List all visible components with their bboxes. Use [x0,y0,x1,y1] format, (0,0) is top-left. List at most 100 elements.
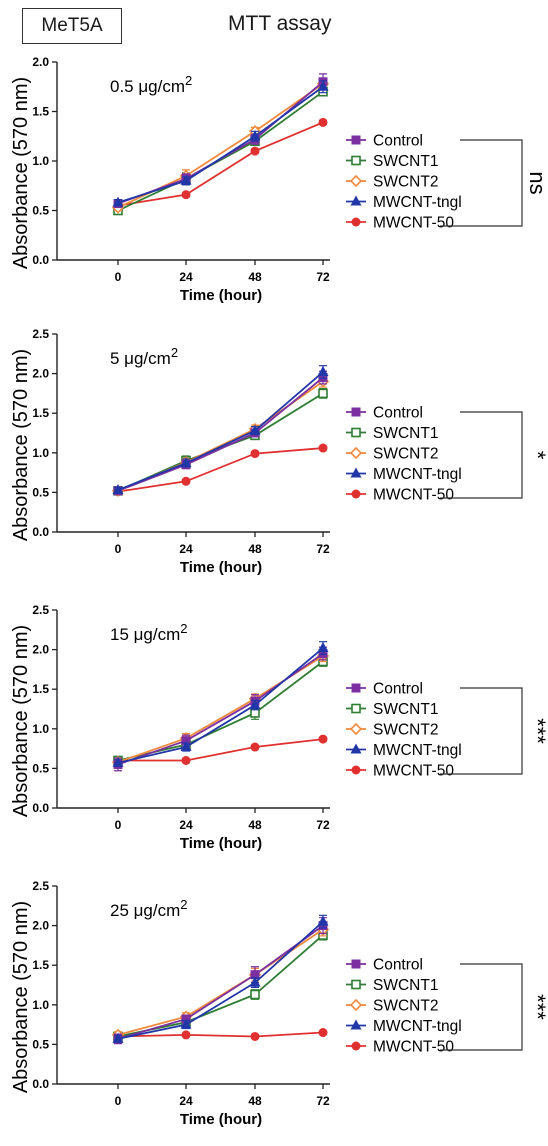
legend-item-control: Control [346,405,423,422]
panel-title: 5 μg/cm2 [110,345,178,368]
data-point [318,388,328,399]
chart-svg: 0.0 0.5 1.0 1.5 2.0 2.5 0 24 48 72 Time (hour) Abso… [10,879,548,1128]
y-tick-label: 1.5 [32,682,49,696]
legend-marker [349,998,363,1012]
series-control [113,370,328,496]
y-tick-label: 2.0 [32,919,49,933]
data-point [250,742,260,752]
data-point [249,424,261,435]
cell-line-label: MeT5A [22,8,122,44]
x-axis-label: Time (hour) [180,835,262,852]
legend-item-swcnt1: SWCNT1 [346,153,438,170]
chart-panel-1: 0.0 0.5 1.0 1.5 2.0 0 24 48 72 Time (hour) Absorba… [0,50,548,318]
legend-item-swcnt2: SWCNT2 [346,722,438,739]
chart-svg: 0.0 0.5 1.0 1.5 2.0 0 24 48 72 Time (hour) Absorba… [10,55,548,304]
legend-marker [351,765,361,775]
legend-marker [349,446,363,460]
series-line [117,647,324,764]
significance-label: ns [525,171,548,194]
y-tick-label: 2.5 [32,327,49,341]
legend-label: MWCNT-tngl [373,1018,462,1035]
y-tick-label: 0.0 [32,525,49,539]
legend-label: SWCNT1 [373,425,438,442]
legend-item-swcnt1: SWCNT1 [346,425,438,442]
data-point [249,130,261,141]
legend-item-swcnt1: SWCNT1 [346,701,438,718]
series-line [117,652,324,766]
y-tick-label: 0.0 [32,1077,49,1091]
legend-marker [351,427,361,438]
data-point [112,756,124,767]
series-mwcnt-tngl [112,914,329,1043]
x-axis-label: Time (hour) [180,1111,262,1128]
data-point [317,366,329,377]
legend-item-mwcnt-tngl: MWCNT-tngl [346,742,462,759]
series-line [117,920,324,1040]
legend-marker [351,489,361,499]
x-tick-label: 48 [248,542,262,556]
data-point [180,741,192,752]
data-point [318,117,328,127]
legend-marker [351,703,361,714]
legend-label: Control [373,405,423,422]
figure-header: MeT5A MTT assay [0,0,548,50]
x-tick-label: 0 [115,270,122,284]
data-point [112,484,124,495]
legend-label: SWCNT2 [373,446,438,463]
series-line [117,121,324,207]
x-tick-label: 72 [316,1094,330,1108]
significance-bracket [440,963,523,1051]
legend-label: MWCNT-50 [373,215,454,232]
data-point [318,1028,328,1038]
data-point [250,970,260,980]
assay-title: MTT assay [228,12,332,35]
series-line [117,924,324,1040]
series-control [113,917,328,1045]
data-point [318,734,328,744]
legend-label: SWCNT2 [373,722,438,739]
legend-item-mwcnt-tngl: MWCNT-tngl [346,466,462,483]
legend-label: Control [373,133,423,150]
legend-item-mwcnt-50: MWCNT-50 [346,763,454,780]
data-point [181,736,191,746]
chart-panel-2: 0.0 0.5 1.0 1.5 2.0 2.5 0 24 48 72 Time (hour) Abso… [0,322,548,590]
series-swcnt2 [111,922,330,1042]
legend-item-mwcnt-tngl: MWCNT-tngl [346,1018,462,1035]
legend-marker [349,722,363,736]
legend-item-swcnt2: SWCNT2 [346,446,438,463]
legend-label: Control [373,681,423,698]
data-point [318,443,328,453]
y-tick-label: 1.5 [32,958,49,972]
y-tick-label: 0.5 [32,761,49,775]
data-point [317,642,329,653]
y-tick-label: 0.0 [32,253,49,267]
data-point [249,976,261,987]
data-point [181,755,191,765]
legend-item-mwcnt-tngl: MWCNT-tngl [346,194,462,211]
y-axis-label: Absorbance (570 nm) [10,901,32,1093]
legend-marker [351,683,361,693]
chart-panel-3: 0.0 0.5 1.0 1.5 2.0 2.5 0 24 48 72 Time (hour) Abso… [0,598,548,866]
panel-title: 0.5 μg/cm2 [110,73,192,96]
series-mwcnt-tngl [112,365,329,495]
legend-label: MWCNT-50 [373,763,454,780]
legend-label: SWCNT1 [373,701,438,718]
legend-marker [349,174,363,188]
y-tick-label: 1.5 [32,105,49,119]
y-tick-label: 0.5 [32,1037,49,1051]
significance-bracket [440,411,523,499]
legend-marker [351,1041,361,1051]
data-point [180,457,192,468]
legend-label: MWCNT-50 [373,487,454,504]
significance-bracket [440,139,523,227]
x-tick-label: 48 [248,818,262,832]
data-point [250,1031,260,1041]
y-tick-label: 0.0 [32,801,49,815]
legend-label: MWCNT-tngl [373,194,462,211]
data-point [317,80,329,91]
legend-label: MWCNT-tngl [373,466,462,483]
y-tick-label: 2.5 [32,603,49,617]
series-line [117,376,324,492]
x-tick-label: 0 [115,542,122,556]
series-line [117,928,324,1036]
